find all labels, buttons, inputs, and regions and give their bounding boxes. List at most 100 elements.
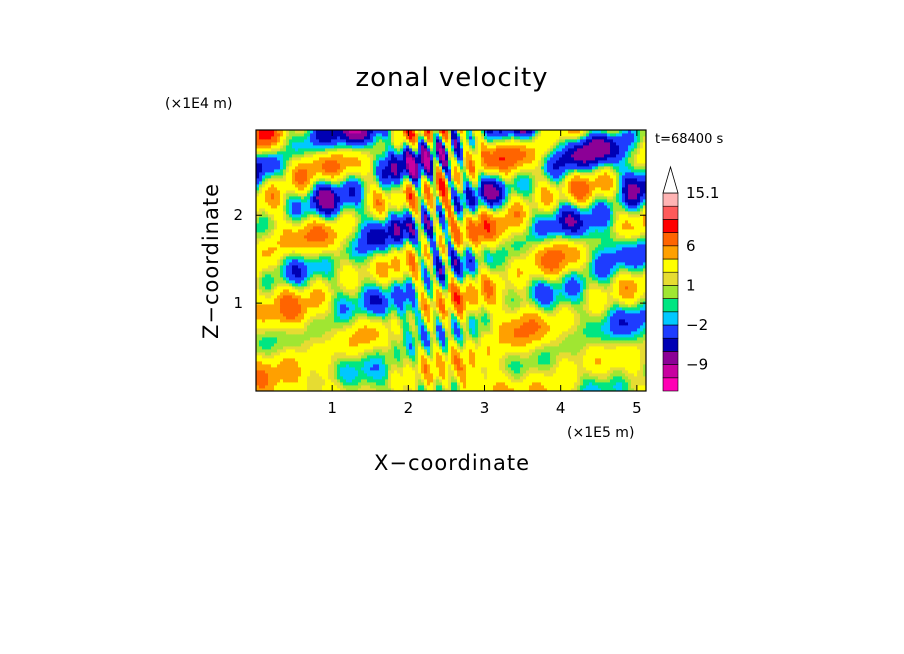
heat-cell <box>529 367 533 371</box>
heat-cell <box>577 319 581 323</box>
heat-cell <box>619 319 623 323</box>
heat-cell <box>565 346 569 350</box>
heat-cell <box>562 349 566 353</box>
heat-cell <box>424 307 428 311</box>
heat-cell <box>469 382 473 386</box>
heat-cell <box>355 295 359 299</box>
heat-cell <box>475 277 479 281</box>
heat-cell <box>523 370 527 374</box>
heat-cell <box>589 298 593 302</box>
heat-cell <box>637 298 641 302</box>
heat-cell <box>586 388 590 392</box>
heat-cell <box>430 349 434 353</box>
heat-cell <box>598 382 602 386</box>
heat-cell <box>406 352 410 356</box>
heat-cell <box>637 346 641 350</box>
heat-cell <box>625 280 629 284</box>
heat-cell <box>325 280 329 284</box>
heat-cell <box>439 292 443 296</box>
heat-cell <box>457 322 461 326</box>
heat-cell <box>538 277 542 281</box>
heat-cell <box>598 280 602 284</box>
heat-cell <box>592 304 596 308</box>
heat-cell <box>361 298 365 302</box>
heat-cell <box>643 307 647 311</box>
heat-cell <box>553 385 557 389</box>
heat-cell <box>562 361 566 365</box>
heat-cell <box>643 370 647 374</box>
heat-cell <box>289 376 293 380</box>
heat-cell <box>283 358 287 362</box>
heat-cell <box>571 310 575 314</box>
heat-cell <box>514 361 518 365</box>
heat-cell <box>448 316 452 320</box>
heat-cell <box>613 319 617 323</box>
heat-cell <box>256 379 260 383</box>
heat-cell <box>349 355 353 359</box>
heat-cell <box>631 319 635 323</box>
heat-cell <box>295 274 299 278</box>
heat-cell <box>322 355 326 359</box>
heat-cell <box>409 304 413 308</box>
heat-cell <box>493 385 497 389</box>
heat-cell <box>289 328 293 332</box>
heat-cell <box>304 283 308 287</box>
heat-cell <box>388 370 392 374</box>
heat-cell <box>625 349 629 353</box>
heat-cell <box>493 379 497 383</box>
heat-cell <box>325 379 329 383</box>
heat-cell <box>583 334 587 338</box>
heat-cell <box>550 373 554 377</box>
heat-cell <box>472 316 476 320</box>
heat-cell <box>268 274 272 278</box>
heat-cell <box>433 364 437 368</box>
heat-cell <box>493 316 497 320</box>
heat-cell <box>610 361 614 365</box>
heat-cell <box>460 301 464 305</box>
heat-cell <box>331 367 335 371</box>
heat-cell <box>301 346 305 350</box>
heat-cell <box>340 382 344 386</box>
heat-cell <box>373 316 377 320</box>
heat-cell <box>580 307 584 311</box>
heat-cell <box>322 328 326 332</box>
heat-cell <box>481 385 485 389</box>
heat-cell <box>511 349 515 353</box>
heat-cell <box>478 283 482 287</box>
heat-cell <box>634 361 638 365</box>
heat-cell <box>520 355 524 359</box>
heat-cell <box>469 349 473 353</box>
heat-cell <box>283 301 287 305</box>
heat-cell <box>304 334 308 338</box>
heat-cell <box>424 313 428 317</box>
heat-cell <box>370 322 374 326</box>
heat-cell <box>547 352 551 356</box>
heat-cell <box>406 385 410 389</box>
heat-cell <box>637 364 641 368</box>
heat-cell <box>502 388 506 392</box>
heat-cell <box>610 340 614 344</box>
heat-cell <box>373 373 377 377</box>
heat-cell <box>601 322 605 326</box>
heat-cell <box>562 376 566 380</box>
heat-cell <box>613 352 617 356</box>
heat-cell <box>601 316 605 320</box>
heat-cell <box>268 331 272 335</box>
heat-cell <box>637 358 641 362</box>
heat-cell <box>580 346 584 350</box>
heat-cell <box>580 376 584 380</box>
heat-cell <box>472 289 476 293</box>
heat-cell <box>343 361 347 365</box>
heat-cell <box>322 295 326 299</box>
heat-cell <box>586 307 590 311</box>
heat-cell <box>589 385 593 389</box>
heat-cell <box>508 292 512 296</box>
heat-cell <box>271 370 275 374</box>
heat-cell <box>616 337 620 341</box>
heat-cell <box>400 322 404 326</box>
heat-cell <box>490 358 494 362</box>
heat-cell <box>565 328 569 332</box>
heat-cell <box>256 325 260 329</box>
heat-cell <box>400 304 404 308</box>
heat-cell <box>328 274 332 278</box>
